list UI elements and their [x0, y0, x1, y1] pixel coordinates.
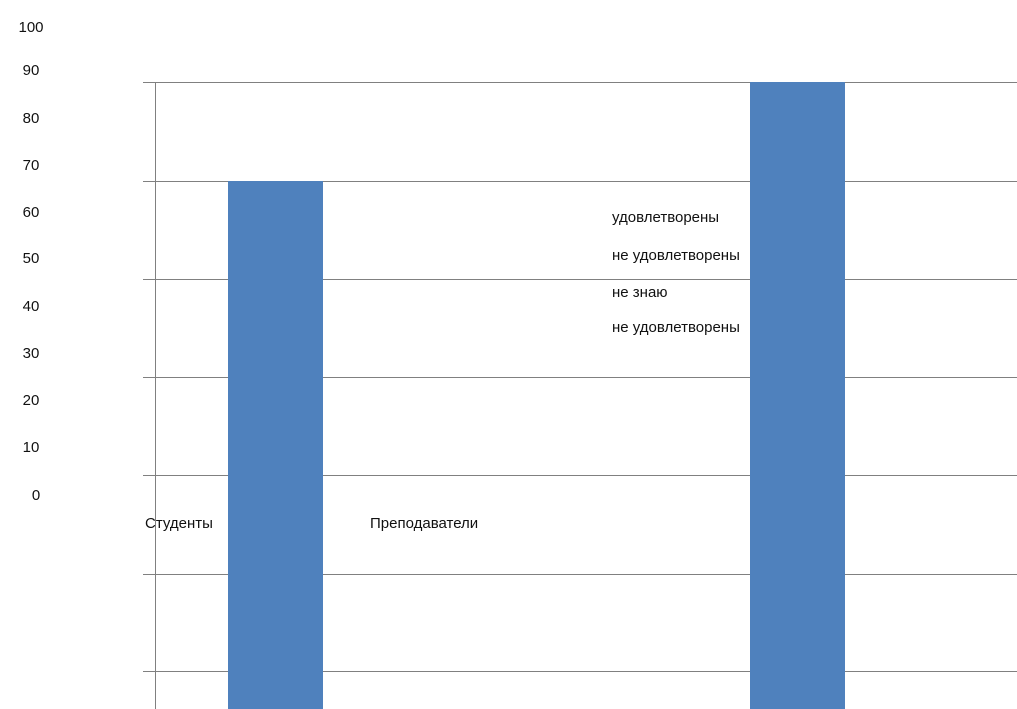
legend-entry: не знаю [612, 284, 668, 301]
y-tick-label: 40 [22, 298, 40, 315]
y-tick-label: 70 [22, 157, 40, 174]
bar [228, 181, 323, 709]
y-tick-label: 0 [31, 487, 41, 504]
y-tick-label: 50 [22, 250, 40, 267]
x-category-label: Студенты [145, 515, 213, 532]
y-tick-label: 60 [22, 204, 40, 221]
bar [750, 82, 845, 709]
x-category-label: Преподаватели [370, 515, 479, 532]
y-tick-label: 80 [22, 110, 40, 127]
y-tick-label: 100 [18, 19, 44, 36]
y-tick-label: 20 [22, 392, 40, 409]
legend-entry: удовлетворены [612, 209, 720, 226]
y-tick-label: 10 [22, 439, 40, 456]
y-tick-label: 30 [22, 345, 40, 362]
legend-entry: не удовлетворены [612, 319, 740, 336]
y-tick-label: 90 [22, 62, 40, 79]
legend-entry: не удовлетворены [612, 247, 740, 264]
